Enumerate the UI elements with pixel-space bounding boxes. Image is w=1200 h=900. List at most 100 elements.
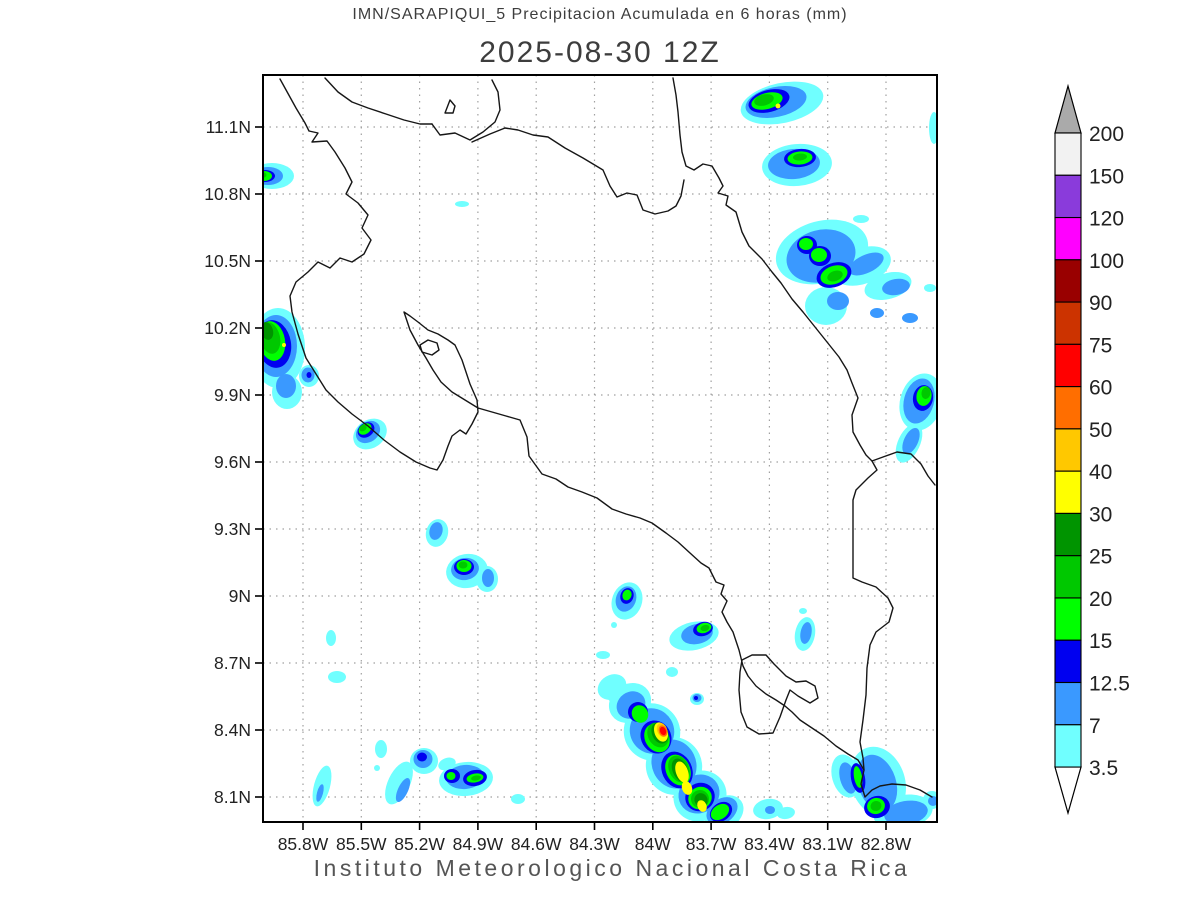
precip-cell <box>659 726 667 736</box>
map-title: IMN/SARAPIQUI_5 Precipitacion Acumulada … <box>352 6 848 23</box>
colorbar-label: 40 <box>1089 461 1112 484</box>
coastline-layer <box>279 77 936 798</box>
colorbar-label: 60 <box>1089 377 1112 400</box>
precip-cell <box>316 784 324 802</box>
lat-tick-label: 9.9N <box>214 385 251 405</box>
precip-cell <box>884 800 928 822</box>
precip-cell <box>853 215 869 223</box>
precip-cell <box>929 112 937 144</box>
precip-cell <box>446 772 456 780</box>
colorbar-label: 15 <box>1089 630 1112 653</box>
precip-cell <box>374 765 380 771</box>
colorbar-segment <box>1054 343 1082 388</box>
precip-cell <box>928 796 937 806</box>
colorbar-segment <box>1054 428 1082 472</box>
colorbar-segment <box>1054 724 1082 768</box>
precip-cell <box>921 387 931 399</box>
precip-cell <box>328 671 346 683</box>
lat-tick-label: 10.5N <box>204 251 251 271</box>
precip-cell <box>471 775 481 781</box>
precip-cell <box>306 372 312 378</box>
colorbar-label: 20 <box>1089 588 1112 611</box>
precip-cell <box>793 153 807 161</box>
colorbar-label: 90 <box>1089 292 1112 315</box>
lon-tick-label: 84.9W <box>453 834 504 854</box>
lon-tick-label: 85.8W <box>278 834 329 854</box>
precip-cell <box>924 284 936 292</box>
precip-cell <box>882 278 910 296</box>
colorbar-segment <box>1054 470 1082 514</box>
colorbar-label: 3.5 <box>1089 757 1118 780</box>
precip-cell <box>800 622 812 644</box>
precip-cell <box>827 292 849 310</box>
colorbar-label: 25 <box>1089 546 1112 569</box>
lon-tick-label: 82.8W <box>861 834 912 854</box>
coastline-path <box>444 99 456 114</box>
precip-cell <box>765 806 775 814</box>
precip-cell <box>775 103 781 109</box>
colorbar-arrow-under <box>1054 766 1082 816</box>
precipitation-layer <box>263 81 937 822</box>
map-subtitle: 2025-08-30 12Z <box>479 36 721 69</box>
lon-tick-label: 84.6W <box>511 834 562 854</box>
precip-cell <box>622 589 632 601</box>
precip-cell <box>902 427 920 455</box>
precip-cell <box>608 694 618 702</box>
precip-cell <box>429 522 443 540</box>
lat-tick-label: 8.1N <box>214 787 251 807</box>
precip-cell <box>326 630 336 646</box>
lon-tick-label: 84.3W <box>569 834 620 854</box>
lon-tick-label: 83.7W <box>686 834 737 854</box>
lat-tick-label: 11.1N <box>206 117 251 137</box>
precip-cell <box>697 800 707 812</box>
colorbar-segment <box>1054 639 1082 684</box>
precip-cell <box>395 778 411 802</box>
lon-tick-label: 83.4W <box>744 834 795 854</box>
grid-layer <box>263 75 937 822</box>
precip-cell <box>359 424 367 432</box>
colorbar-segment <box>1054 174 1082 219</box>
colorbar: 200 150 120 100 90 75 60 50 40 30 25 20 15 12.5 7 3.5 <box>1054 83 1130 816</box>
coastline-path <box>324 77 433 125</box>
precip-cell <box>438 757 456 771</box>
colorbar-segment <box>1054 259 1082 303</box>
colorbar-label: 200 <box>1089 123 1124 146</box>
lat-tick-label: 10.2N <box>204 318 251 338</box>
colorbar-segment <box>1054 555 1082 599</box>
colorbar-label: 100 <box>1089 250 1124 273</box>
lon-tick-label: 83.1W <box>802 834 853 854</box>
precip-cell <box>458 561 468 569</box>
colorbar-segment <box>1054 597 1082 641</box>
colorbar-segment <box>1054 386 1082 430</box>
lon-tick-label: 85.2W <box>394 834 445 854</box>
precip-cell <box>700 624 710 632</box>
precip-cell <box>799 608 807 614</box>
precip-cell <box>666 667 678 677</box>
lon-tick-label: 85.5W <box>336 834 387 854</box>
precip-cell <box>611 622 617 628</box>
colorbar-label: 12.5 <box>1089 673 1130 696</box>
lat-tick-label: 8.7N <box>214 653 251 673</box>
colorbar-segment <box>1054 512 1082 557</box>
colorbar-label: 120 <box>1089 208 1124 231</box>
precip-cell <box>681 781 693 795</box>
precip-cell <box>811 248 827 262</box>
precip-cell <box>455 201 469 207</box>
precip-cell <box>799 238 813 250</box>
axis-layer: 11.1N 10.8N 10.5N 10.2N 9.9N 9.6N 9.3N 9N 8.7N 8.… <box>204 74 938 854</box>
precip-cell <box>511 794 525 804</box>
lat-tick-label: 8.4N <box>214 720 251 740</box>
precip-cell <box>417 752 427 762</box>
precip-cell <box>848 252 884 276</box>
colorbar-label: 7 <box>1089 715 1101 738</box>
colorbar-segment <box>1054 132 1082 176</box>
lat-tick-label: 9.3N <box>214 519 251 539</box>
colorbar-label: 150 <box>1089 165 1124 188</box>
precip-cell <box>694 696 698 700</box>
precip-cell <box>375 740 387 758</box>
colorbar-segment <box>1054 301 1082 345</box>
precip-cell <box>902 313 918 323</box>
colorbar-label: 50 <box>1089 419 1112 442</box>
